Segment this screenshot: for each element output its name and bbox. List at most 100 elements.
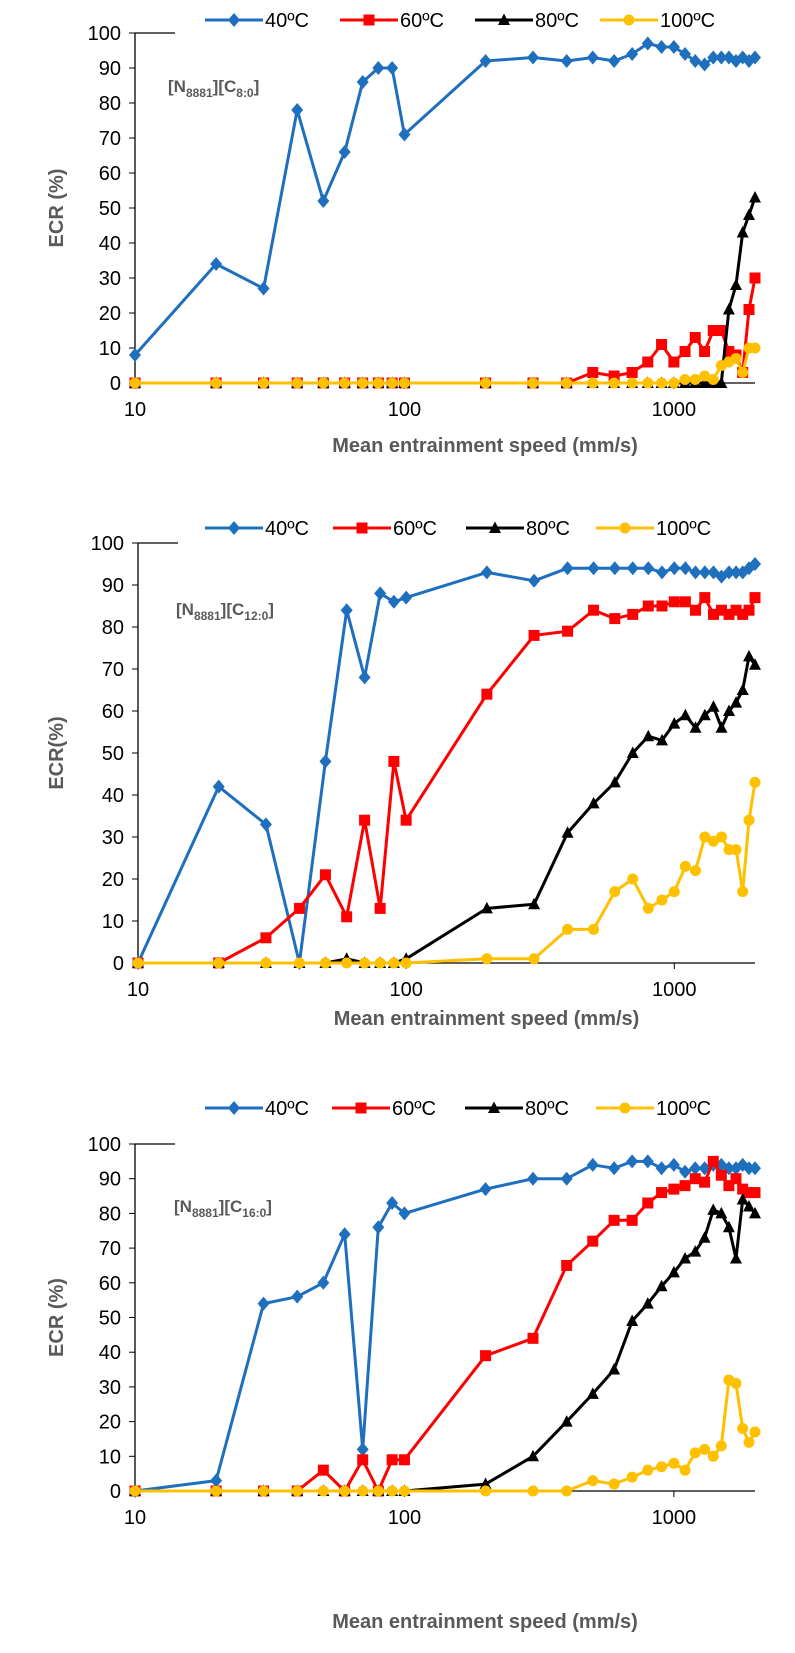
- data-point: [656, 339, 668, 350]
- data-point: [723, 565, 736, 580]
- data-point: [527, 1171, 540, 1186]
- data-point: [698, 376, 711, 388]
- data-point: [528, 953, 540, 965]
- legend-item: 60ºC: [340, 10, 444, 32]
- data-point: [609, 886, 621, 898]
- data-point: [386, 1454, 398, 1466]
- data-point: [743, 1187, 755, 1199]
- data-point: [341, 911, 353, 923]
- data-point: [626, 1471, 638, 1483]
- data-point: [656, 600, 668, 612]
- data-point: [742, 208, 755, 220]
- data-point: [699, 346, 711, 357]
- series-4: [129, 1374, 761, 1497]
- data-point: [374, 957, 386, 969]
- legend-item: 40ºC: [205, 10, 309, 32]
- x-axis-label: Mean entrainment speed (mm/s): [332, 1611, 638, 1633]
- data-point: [608, 1161, 621, 1176]
- data-point: [561, 826, 574, 838]
- chart-panel-c16: 0 10 20 30 40 50 60 70 80 90 100 10 100 1000 Mean entr…: [0, 1078, 795, 1648]
- legend: 40ºC 60ºC 80ºC 100ºC: [180, 514, 755, 542]
- data-point: [668, 1183, 680, 1195]
- data-point: [689, 374, 701, 385]
- data-point: [372, 1220, 385, 1235]
- data-point: [527, 1332, 539, 1344]
- legend-marker: [619, 522, 631, 534]
- compound-annotation: [N8881][C16:0]: [174, 1197, 272, 1220]
- data-point: [260, 957, 272, 969]
- data-point: [642, 356, 654, 368]
- data-point: [259, 817, 272, 832]
- data-point: [561, 1485, 573, 1497]
- data-point: [689, 721, 702, 733]
- data-point: [398, 1454, 410, 1466]
- data-point: [587, 1475, 599, 1487]
- y-tick-label: 90: [102, 575, 124, 597]
- series-line: [135, 1198, 757, 1493]
- data-point: [656, 377, 668, 389]
- data-point: [398, 1485, 410, 1497]
- legend-label: 80ºC: [526, 518, 570, 540]
- data-point: [715, 721, 728, 733]
- data-point: [480, 1485, 492, 1497]
- data-point: [480, 565, 493, 580]
- data-point: [372, 1485, 384, 1497]
- chart-panel-c12: 0 10 20 30 40 50 60 70 80 90 100 10 100 1000 Mean entr…: [0, 503, 795, 1048]
- data-point: [586, 1387, 599, 1399]
- data-point: [656, 565, 669, 580]
- data-point: [374, 586, 387, 601]
- data-point: [668, 596, 680, 608]
- data-point: [212, 779, 225, 794]
- data-point: [338, 145, 351, 159]
- data-point: [357, 377, 369, 389]
- data-point: [742, 1199, 755, 1212]
- data-point: [715, 376, 728, 388]
- data-point: [749, 592, 761, 604]
- legend-marker: [228, 13, 240, 27]
- y-tick-label: 30: [99, 268, 121, 290]
- data-point: [359, 957, 371, 969]
- data-point: [690, 865, 702, 877]
- data-point: [655, 1279, 668, 1292]
- y-tick-label: 50: [99, 1308, 121, 1330]
- legend-item: 80ºC: [465, 1098, 569, 1120]
- data-point: [626, 377, 638, 389]
- data-point: [723, 1180, 735, 1192]
- data-point: [715, 569, 728, 584]
- data-point: [723, 608, 735, 620]
- legend-marker: [228, 521, 240, 535]
- data-point: [736, 226, 749, 238]
- chart-panel-c8: 0 10 20 30 40 50 60 70 80 90 100 10 100 1000 Mean entr…: [0, 0, 795, 470]
- data-point: [679, 374, 691, 385]
- data-point: [679, 561, 692, 576]
- data-point: [588, 923, 600, 935]
- data-point: [626, 1314, 639, 1326]
- y-axis-label: ECR(%): [46, 716, 68, 789]
- x-tick-label: 10: [127, 979, 149, 1001]
- data-point: [749, 1187, 761, 1199]
- data-point: [679, 860, 691, 872]
- data-point: [562, 625, 574, 637]
- legend-marker: [355, 1102, 367, 1114]
- legend-label: 60ºC: [393, 518, 437, 540]
- y-tick-label: 20: [99, 303, 121, 325]
- data-point: [608, 1214, 620, 1226]
- data-point: [707, 50, 720, 65]
- y-tick-label: 100: [88, 23, 121, 45]
- data-point: [587, 561, 600, 576]
- data-point: [317, 1275, 330, 1290]
- data-point: [707, 1155, 719, 1167]
- data-point: [723, 346, 735, 357]
- data-point: [749, 658, 761, 670]
- data-point: [260, 932, 272, 944]
- legend-item: 60ºC: [333, 518, 437, 540]
- data-point: [386, 1195, 399, 1210]
- legend-label: 100ºC: [656, 1098, 711, 1120]
- data-point: [358, 670, 371, 685]
- data-point: [642, 1464, 654, 1476]
- y-tick-label: 0: [110, 373, 121, 395]
- data-point: [679, 346, 691, 357]
- series-4: [132, 776, 761, 969]
- data-point: [668, 561, 681, 576]
